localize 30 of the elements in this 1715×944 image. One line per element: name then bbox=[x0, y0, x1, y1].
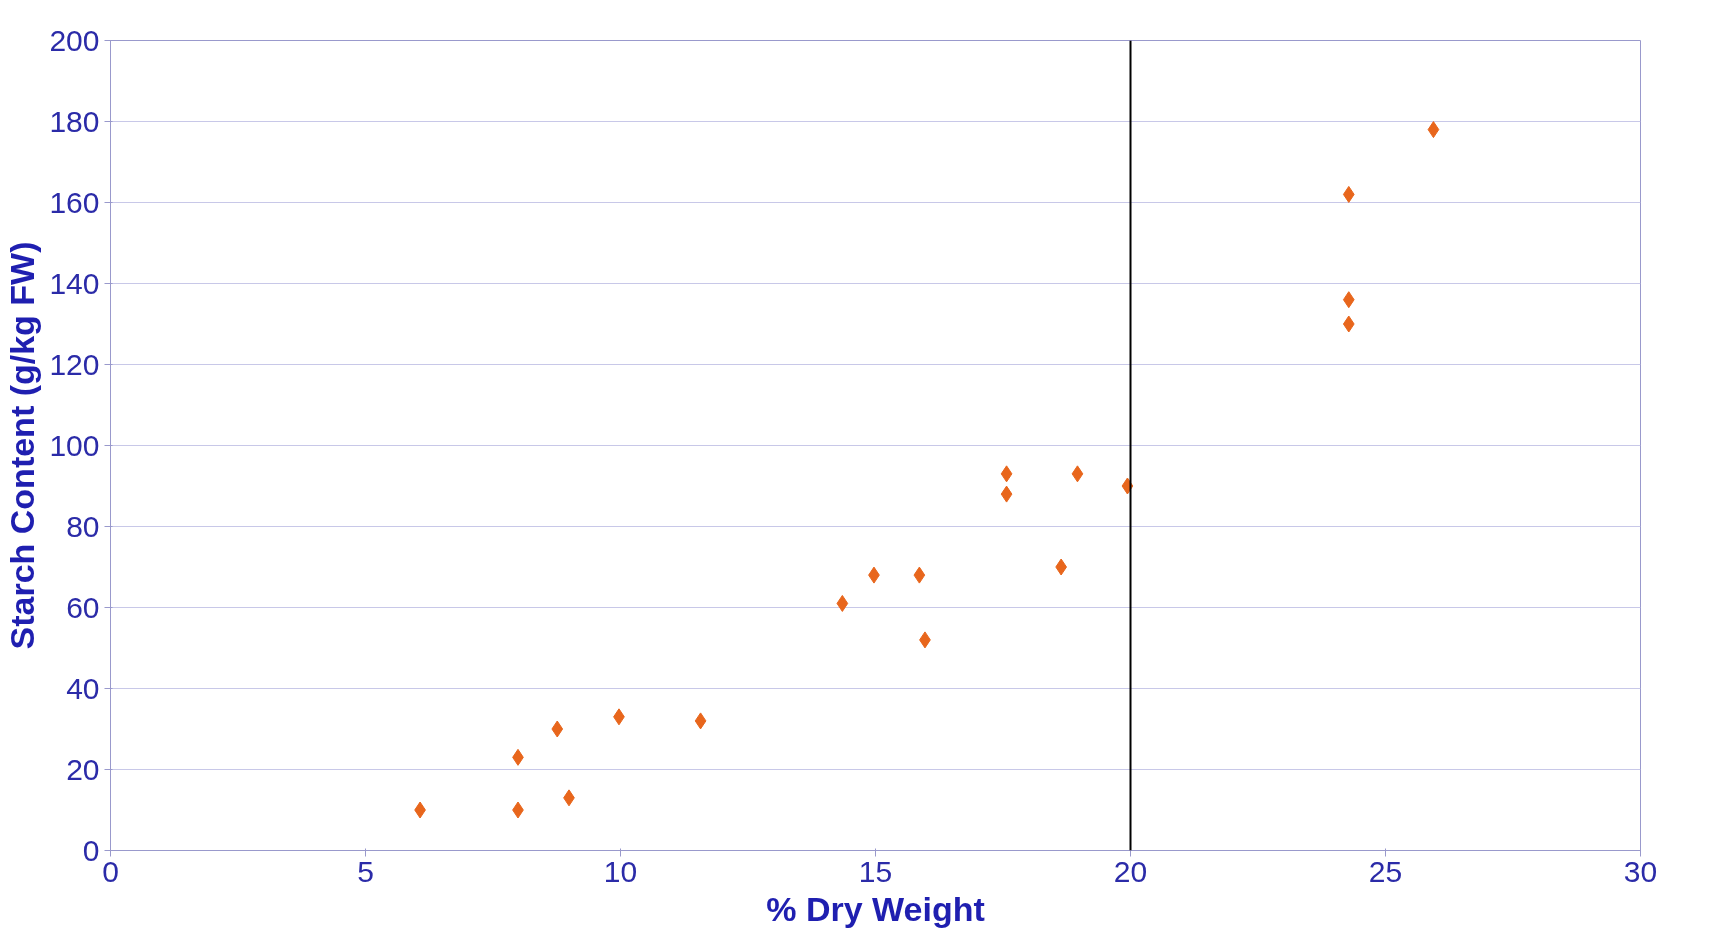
y-tick-label: 20 bbox=[66, 752, 100, 786]
y-tick-label: 160 bbox=[49, 185, 100, 219]
x-tick-label: 5 bbox=[357, 854, 374, 888]
y-tick-label: 200 bbox=[49, 23, 100, 57]
y-tick-label: 0 bbox=[82, 833, 100, 867]
x-tick-label: 30 bbox=[1623, 854, 1658, 888]
point bbox=[551, 720, 564, 738]
y-tick-label: 180 bbox=[49, 104, 100, 138]
y-tick-label: 80 bbox=[66, 509, 100, 543]
point bbox=[1342, 315, 1355, 333]
point bbox=[913, 566, 926, 584]
x-tick-label: 20 bbox=[1113, 854, 1148, 888]
point bbox=[1342, 185, 1355, 203]
y-tick-label: 140 bbox=[49, 266, 100, 300]
point bbox=[1427, 121, 1440, 139]
x-axis-title: % Dry Weight bbox=[766, 889, 985, 928]
point bbox=[694, 712, 707, 730]
x-tick-label: 15 bbox=[858, 854, 893, 888]
point bbox=[1000, 465, 1013, 483]
y-tick-label: 60 bbox=[66, 590, 100, 624]
point bbox=[836, 594, 849, 612]
x-tick-label: 10 bbox=[603, 854, 638, 888]
point bbox=[1342, 291, 1355, 309]
point bbox=[1000, 485, 1013, 503]
y-tick-label: 40 bbox=[66, 671, 100, 705]
y-axis-title: Starch Content (g/kg FW) bbox=[3, 241, 42, 650]
y-tick-label: 120 bbox=[49, 347, 100, 381]
x-tick-label: 25 bbox=[1368, 854, 1403, 888]
point bbox=[1071, 465, 1084, 483]
y-tick-label: 100 bbox=[49, 428, 100, 462]
